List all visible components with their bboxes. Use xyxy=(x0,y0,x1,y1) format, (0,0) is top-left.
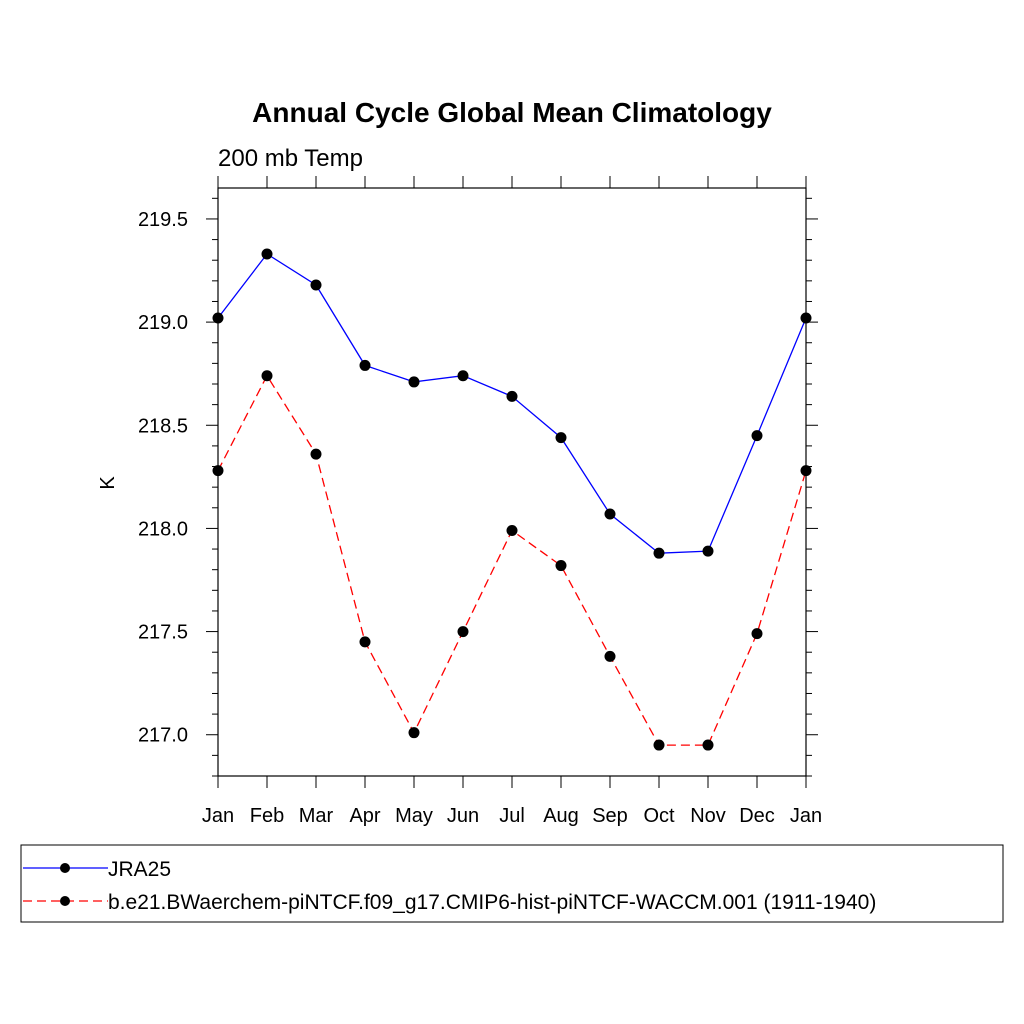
series-0-point xyxy=(457,370,469,382)
series-1-point xyxy=(457,626,469,638)
legend: JRA25 b.e21.BWaerchem-piNTCF.f09_g17.CMI… xyxy=(20,844,1004,923)
series-0-point xyxy=(212,312,224,324)
series-1-point xyxy=(408,727,420,739)
series-0-point xyxy=(555,432,567,444)
x-tick-labels: Jan Feb Mar Apr May Jun Jul Aug Sep Oct Nov Dec Jan xyxy=(202,805,822,827)
series-1-point xyxy=(702,739,714,751)
series-1-point xyxy=(310,448,322,460)
series-0-point xyxy=(408,376,420,388)
series-0-point xyxy=(653,547,665,559)
series-line-0 xyxy=(217,253,807,554)
series-1-point xyxy=(261,370,273,382)
series-0-point xyxy=(310,279,322,291)
series-1-point xyxy=(800,465,812,477)
plot-frame xyxy=(217,187,807,777)
x-tick-label: Jun xyxy=(447,805,479,827)
series-1-point xyxy=(653,739,665,751)
chart-subtitle: 200 mb Temp xyxy=(218,145,363,172)
series-1-point xyxy=(604,650,616,662)
x-tick-label: Mar xyxy=(299,805,334,827)
x-tick-label: Aug xyxy=(543,805,579,827)
y-tick-labels: 217.0 217.5 218.0 218.5 219.0 219.5 xyxy=(138,209,188,747)
x-tick-label: Jan xyxy=(790,805,822,827)
y-tick-label: 218.0 xyxy=(138,518,188,540)
series-0-point xyxy=(261,248,273,260)
series-0-point xyxy=(359,359,371,371)
series-layer xyxy=(212,248,812,751)
x-tick-label: Apr xyxy=(349,805,380,827)
y-tick-label: 218.5 xyxy=(138,415,188,437)
series-0-point xyxy=(702,545,714,557)
y-tick-label: 217.5 xyxy=(138,622,188,644)
series-1-point xyxy=(506,524,518,536)
x-tick-label: Sep xyxy=(592,805,628,827)
x-tick-label: Dec xyxy=(739,805,775,827)
legend-label-jra25: JRA25 xyxy=(108,858,171,881)
axis-ticks xyxy=(206,176,818,788)
x-tick-label: May xyxy=(395,805,433,827)
x-tick-label: Jul xyxy=(499,805,525,827)
x-tick-label: Jan xyxy=(202,805,234,827)
series-1-point xyxy=(751,628,763,640)
series-0-point xyxy=(506,390,518,402)
chart-title: Annual Cycle Global Mean Climatology xyxy=(252,97,772,128)
y-tick-label: 219.5 xyxy=(138,209,188,231)
series-0-point xyxy=(751,430,763,442)
series-1-point xyxy=(212,465,224,477)
legend-marker-model xyxy=(60,896,70,906)
series-0-point xyxy=(604,508,616,520)
series-line-1 xyxy=(217,374,807,746)
series-1-point xyxy=(555,560,567,572)
y-tick-label: 219.0 xyxy=(138,312,188,334)
y-tick-label: 217.0 xyxy=(138,725,188,747)
x-tick-label: Oct xyxy=(643,805,675,827)
legend-box xyxy=(20,844,1004,923)
legend-marker-jra25 xyxy=(60,863,70,873)
legend-label-model: b.e21.BWaerchem-piNTCF.f09_g17.CMIP6-his… xyxy=(108,891,876,914)
x-tick-label: Nov xyxy=(690,805,726,827)
series-0-point xyxy=(800,312,812,324)
x-tick-label: Feb xyxy=(250,805,284,827)
series-1-point xyxy=(359,636,371,648)
y-axis-label: K xyxy=(97,476,119,490)
